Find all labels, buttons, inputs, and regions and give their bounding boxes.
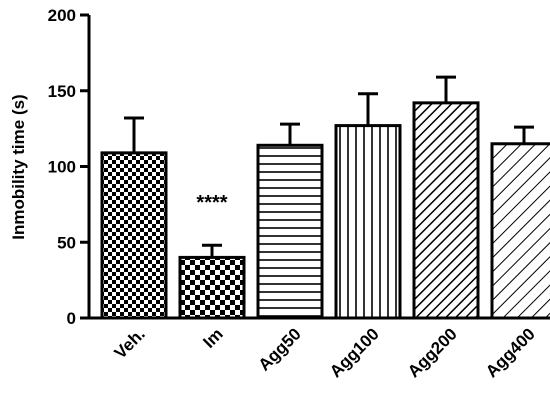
bar-agg100 xyxy=(334,124,402,320)
x-tick-label: Im xyxy=(199,324,226,351)
y-tick-label: 50 xyxy=(57,233,76,252)
x-tick-label: Veh. xyxy=(111,324,149,362)
bar-agg200 xyxy=(412,101,480,320)
bar-veh xyxy=(100,151,168,320)
bar-agg50 xyxy=(256,143,324,320)
x-tick-label: Agg100 xyxy=(326,324,383,381)
error-bars xyxy=(124,75,534,258)
x-tick-label: Agg200 xyxy=(404,324,461,381)
y-tick-label: 100 xyxy=(48,158,76,177)
annotations: **** xyxy=(196,192,227,214)
y-tick-label: 200 xyxy=(48,6,76,25)
y-tick-label: 0 xyxy=(67,309,76,328)
x-tick-label: Agg50 xyxy=(255,324,305,374)
y-axis-label: Inmobility time (s) xyxy=(9,94,28,239)
y-tick-label: 150 xyxy=(48,82,76,101)
bar-agg400 xyxy=(490,142,550,320)
x-axis-tick-labels: Veh. Im Agg50 Agg100 Agg200 Agg400 xyxy=(111,324,539,381)
bar-im xyxy=(178,255,246,320)
bars xyxy=(100,101,550,320)
significance-annotation: **** xyxy=(196,192,227,214)
y-axis-ticks: 0 50 100 150 200 xyxy=(48,6,89,328)
x-tick-label: Agg400 xyxy=(482,324,539,381)
